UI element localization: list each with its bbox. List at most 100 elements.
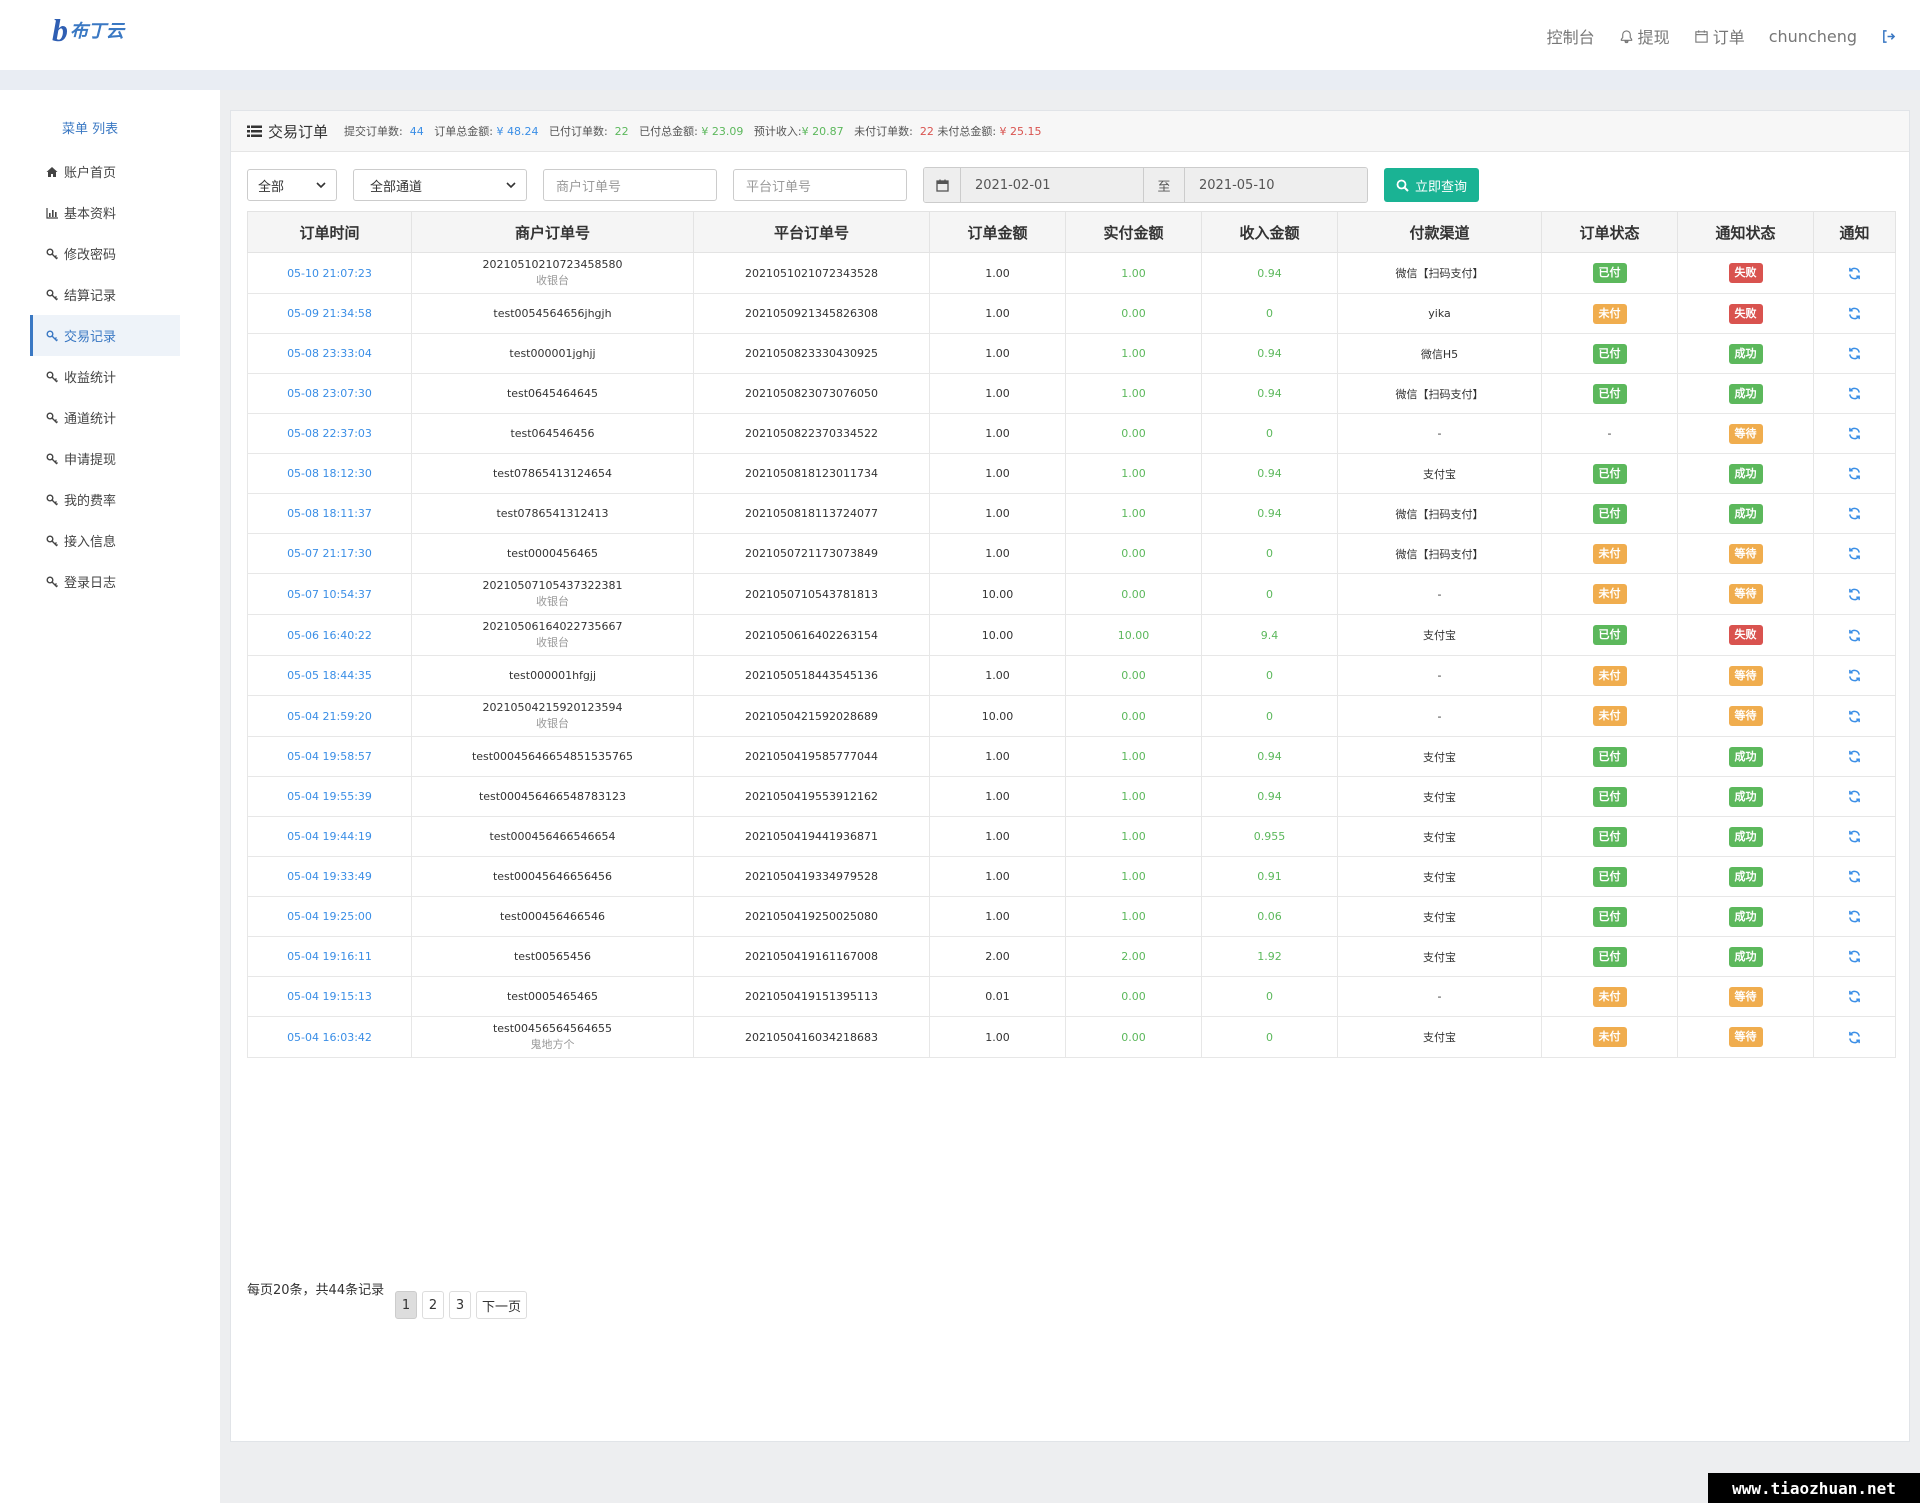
refresh-icon[interactable] bbox=[1848, 870, 1861, 883]
order-time[interactable]: 05-09 21:34:58 bbox=[287, 307, 372, 320]
renotify-cell[interactable] bbox=[1813, 816, 1896, 857]
renotify-cell[interactable] bbox=[1813, 533, 1896, 574]
order-time[interactable]: 05-05 18:44:35 bbox=[287, 669, 372, 682]
order-time[interactable]: 05-04 19:16:11 bbox=[287, 950, 372, 963]
order-time[interactable]: 05-04 19:55:39 bbox=[287, 790, 372, 803]
refresh-icon[interactable] bbox=[1848, 830, 1861, 843]
date-to-input[interactable]: 2021-05-10 bbox=[1185, 168, 1367, 202]
refresh-icon[interactable] bbox=[1848, 547, 1861, 560]
renotify-cell[interactable] bbox=[1813, 293, 1896, 334]
renotify-cell[interactable] bbox=[1813, 856, 1896, 897]
renotify-cell[interactable] bbox=[1813, 413, 1896, 454]
renotify-cell[interactable] bbox=[1813, 976, 1896, 1017]
refresh-icon[interactable] bbox=[1848, 587, 1861, 601]
sidebar-item-account-home[interactable]: 账户首页 bbox=[30, 151, 180, 192]
order-time[interactable]: 05-04 19:33:49 bbox=[287, 870, 372, 883]
order-time[interactable]: 05-04 21:59:20 bbox=[287, 709, 372, 723]
order-time[interactable]: 05-08 18:11:37 bbox=[287, 507, 372, 520]
column-header[interactable]: 收入金额 bbox=[1201, 211, 1338, 253]
renotify-cell[interactable] bbox=[1813, 252, 1896, 294]
order-time[interactable]: 05-08 18:12:30 bbox=[287, 467, 372, 480]
order-time[interactable]: 05-07 21:17:30 bbox=[287, 547, 372, 560]
sidebar-item-basic-info[interactable]: 基本资料 bbox=[30, 192, 180, 233]
order-time[interactable]: 05-04 19:15:13 bbox=[287, 990, 372, 1003]
sidebar-item-channel-stats[interactable]: 通道统计 bbox=[30, 397, 180, 438]
order-time[interactable]: 05-08 23:07:30 bbox=[287, 387, 372, 400]
logo[interactable]: b 布丁云 bbox=[52, 14, 124, 46]
order-amount-cell: 1.00 bbox=[929, 493, 1066, 534]
refresh-icon[interactable] bbox=[1848, 790, 1861, 803]
order-time[interactable]: 05-10 21:07:23 bbox=[287, 266, 372, 280]
refresh-icon[interactable] bbox=[1848, 266, 1861, 280]
column-header[interactable]: 平台订单号 bbox=[693, 211, 930, 253]
refresh-icon[interactable] bbox=[1848, 950, 1861, 963]
renotify-cell[interactable] bbox=[1813, 896, 1896, 937]
column-header[interactable]: 订单状态 bbox=[1541, 211, 1678, 253]
renotify-cell[interactable] bbox=[1813, 573, 1896, 615]
sidebar-item-income-stats[interactable]: 收益统计 bbox=[30, 356, 180, 397]
sidebar-item-access-info[interactable]: 接入信息 bbox=[30, 520, 180, 561]
page-button-1[interactable]: 1 bbox=[395, 1291, 417, 1319]
order-time[interactable]: 05-04 16:03:42 bbox=[287, 1030, 372, 1044]
next-page-button[interactable]: 下一页 bbox=[476, 1291, 528, 1319]
status-select[interactable]: 全部 bbox=[247, 169, 337, 201]
refresh-icon[interactable] bbox=[1848, 628, 1861, 642]
refresh-icon[interactable] bbox=[1848, 669, 1861, 682]
renotify-cell[interactable] bbox=[1813, 493, 1896, 534]
platform-order-no: 2021050421592028689 bbox=[745, 709, 878, 723]
refresh-icon[interactable] bbox=[1848, 467, 1861, 480]
sidebar-item-settlement[interactable]: 结算记录 bbox=[30, 274, 180, 315]
refresh-icon[interactable] bbox=[1848, 307, 1861, 320]
refresh-icon[interactable] bbox=[1848, 1030, 1861, 1044]
column-header[interactable]: 订单金额 bbox=[929, 211, 1066, 253]
sidebar-item-login-log[interactable]: 登录日志 bbox=[30, 561, 180, 602]
refresh-icon[interactable] bbox=[1848, 990, 1861, 1003]
nav-username[interactable]: chuncheng bbox=[1769, 27, 1857, 46]
logout-button[interactable] bbox=[1881, 29, 1896, 44]
query-button[interactable]: 立即查询 bbox=[1384, 168, 1480, 202]
renotify-cell[interactable] bbox=[1813, 373, 1896, 414]
platform-order-input[interactable]: 平台订单号 bbox=[733, 169, 907, 201]
refresh-icon[interactable] bbox=[1848, 750, 1861, 763]
refresh-icon[interactable] bbox=[1848, 427, 1861, 440]
order-time[interactable]: 05-04 19:25:00 bbox=[287, 910, 372, 923]
renotify-cell[interactable] bbox=[1813, 936, 1896, 977]
page-button-2[interactable]: 2 bbox=[422, 1291, 444, 1319]
sidebar-item-apply-withdraw[interactable]: 申请提现 bbox=[30, 438, 180, 479]
column-header[interactable]: 实付金额 bbox=[1065, 211, 1202, 253]
order-time[interactable]: 05-04 19:44:19 bbox=[287, 830, 372, 843]
refresh-icon[interactable] bbox=[1848, 387, 1861, 400]
refresh-icon[interactable] bbox=[1848, 507, 1861, 520]
renotify-cell[interactable] bbox=[1813, 453, 1896, 494]
sidebar-item-transactions[interactable]: 交易记录 bbox=[30, 315, 180, 356]
nav-orders[interactable]: 订单 bbox=[1694, 24, 1745, 48]
renotify-cell[interactable] bbox=[1813, 333, 1896, 374]
column-header[interactable]: 通知状态 bbox=[1677, 211, 1814, 253]
renotify-cell[interactable] bbox=[1813, 614, 1896, 656]
column-header[interactable]: 通知 bbox=[1813, 211, 1896, 253]
column-header[interactable]: 商户订单号 bbox=[411, 211, 694, 253]
order-time[interactable]: 05-07 10:54:37 bbox=[287, 587, 372, 601]
page-button-3[interactable]: 3 bbox=[449, 1291, 471, 1319]
date-from-input[interactable]: 2021-02-01 bbox=[961, 168, 1143, 202]
renotify-cell[interactable] bbox=[1813, 736, 1896, 777]
channel-select[interactable]: 全部通道 bbox=[353, 169, 527, 201]
refresh-icon[interactable] bbox=[1848, 347, 1861, 360]
nav-withdraw[interactable]: 提现 bbox=[1619, 24, 1670, 48]
order-time[interactable]: 05-06 16:40:22 bbox=[287, 628, 372, 642]
order-time[interactable]: 05-08 22:37:03 bbox=[287, 427, 372, 440]
order-time[interactable]: 05-04 19:58:57 bbox=[287, 750, 372, 763]
renotify-cell[interactable] bbox=[1813, 776, 1896, 817]
nav-console[interactable]: 控制台 bbox=[1547, 24, 1595, 48]
refresh-icon[interactable] bbox=[1848, 709, 1861, 723]
order-time[interactable]: 05-08 23:33:04 bbox=[287, 347, 372, 360]
sidebar-item-change-password[interactable]: 修改密码 bbox=[30, 233, 180, 274]
column-header[interactable]: 付款渠道 bbox=[1337, 211, 1542, 253]
renotify-cell[interactable] bbox=[1813, 655, 1896, 696]
refresh-icon[interactable] bbox=[1848, 910, 1861, 923]
column-header[interactable]: 订单时间 bbox=[247, 211, 412, 253]
merchant-order-input[interactable]: 商户订单号 bbox=[543, 169, 717, 201]
renotify-cell[interactable] bbox=[1813, 1016, 1896, 1058]
renotify-cell[interactable] bbox=[1813, 695, 1896, 737]
sidebar-item-my-rates[interactable]: 我的费率 bbox=[30, 479, 180, 520]
